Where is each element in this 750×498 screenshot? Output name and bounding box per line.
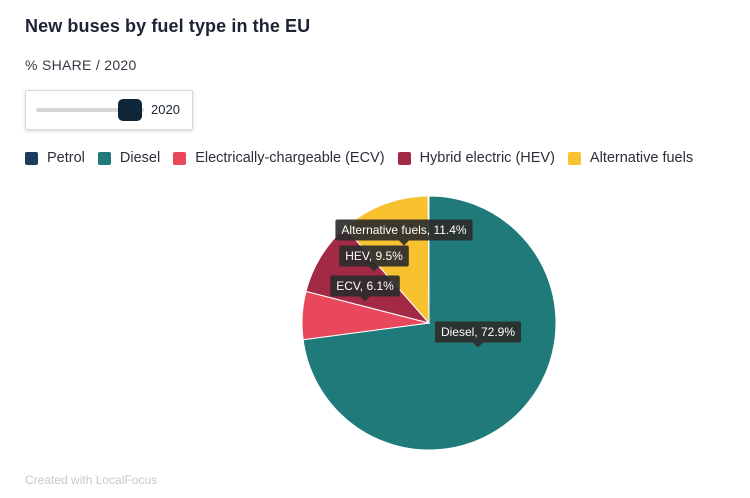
legend-item-alternative-fuels[interactable]: Alternative fuels xyxy=(567,150,694,166)
year-slider[interactable]: 2020 xyxy=(25,90,193,130)
credit-link[interactable]: Created with LocalFocus xyxy=(25,473,158,487)
legend-item-petrol[interactable]: Petrol xyxy=(25,150,85,166)
slider-thumb[interactable] xyxy=(118,99,142,121)
tooltip-diesel: Diesel, 72.9% xyxy=(434,321,522,348)
tooltip-ecv: ECV, 6.1% xyxy=(330,275,400,302)
slider-value: 2020 xyxy=(151,102,180,117)
legend-label: Electrically-chargeable (ECV) xyxy=(195,150,385,166)
legend-label: Hybrid electric (HEV) xyxy=(419,150,555,166)
legend-swatch-alternative-fuels xyxy=(567,151,581,165)
legend-label: Diesel xyxy=(119,150,161,166)
chart-subtitle: % SHARE / 2020 xyxy=(25,57,137,73)
legend-item-hev[interactable]: Hybrid electric (HEV) xyxy=(397,150,555,166)
legend-swatch-diesel xyxy=(97,151,111,165)
legend-swatch-ecv xyxy=(173,151,187,165)
tooltip-label: HEV, 9.5% xyxy=(345,249,403,263)
legend-swatch-hev xyxy=(397,151,411,165)
slider-track[interactable] xyxy=(36,108,144,112)
legend-item-diesel[interactable]: Diesel xyxy=(97,150,161,166)
legend-label: Alternative fuels xyxy=(589,150,694,166)
tooltip-label: Diesel, 72.9% xyxy=(441,325,515,339)
tooltip-label: Alternative fuels, 11.4% xyxy=(341,223,467,237)
legend-swatch-petrol xyxy=(25,151,38,165)
tooltip-label: ECV, 6.1% xyxy=(336,279,394,293)
tooltip-alternative-fuels: Alternative fuels, 11.4% xyxy=(335,219,473,246)
legend: Petrol Diesel Electrically-chargeable (E… xyxy=(25,150,706,166)
legend-item-ecv[interactable]: Electrically-chargeable (ECV) xyxy=(173,150,385,166)
tooltip-hev: HEV, 9.5% xyxy=(339,245,409,272)
chart-title: New buses by fuel type in the EU xyxy=(25,16,311,36)
legend-label: Petrol xyxy=(47,150,85,166)
